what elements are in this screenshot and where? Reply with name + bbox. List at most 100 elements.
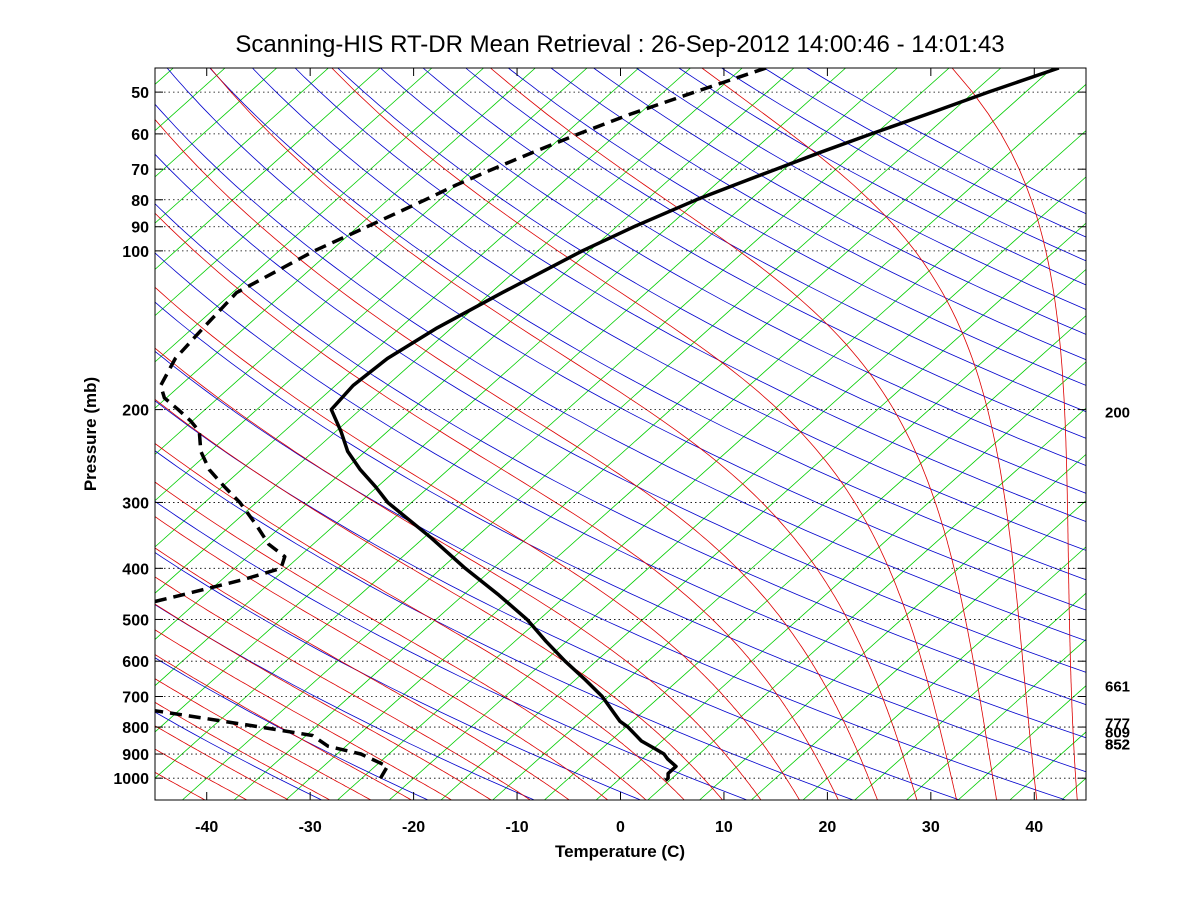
- isotherm-line: [155, 68, 795, 640]
- dry-adiabat-line: [155, 252, 1086, 739]
- y-tick-label: 100: [122, 244, 149, 261]
- dry-adiabat-line: [678, 68, 1086, 286]
- dry-adiabat-line: [155, 350, 1066, 800]
- moist-adiabat-line: [155, 725, 289, 800]
- isotherm-line: [155, 68, 691, 548]
- isotherm-line: [388, 176, 1086, 800]
- y-tick-label: 600: [122, 654, 149, 671]
- moist-adiabat-line: [331, 68, 957, 800]
- dry-adiabat-line: [155, 552, 641, 800]
- moist-adiabat-line: [155, 678, 372, 800]
- isotherm-line: [155, 68, 329, 224]
- isotherm-line: [750, 500, 1086, 800]
- isotherm-line: [595, 361, 1086, 800]
- right-level-label: 661: [1105, 678, 1130, 695]
- isotherm-line: [647, 407, 1086, 800]
- moist-adiabat-line: [155, 748, 248, 800]
- moist-adiabat-line: [490, 68, 997, 800]
- moist-adiabat-line: [155, 442, 685, 800]
- dry-adiabat-line: [465, 68, 1086, 413]
- dry-adiabat-line: [155, 450, 854, 800]
- x-tick-label: 20: [818, 819, 836, 836]
- isotherm-line: [155, 68, 743, 594]
- moist-adiabat-line: [209, 68, 918, 800]
- moist-adiabat-line: [155, 576, 531, 800]
- isotherm-line: [440, 222, 1086, 800]
- dry-adiabat-line: [337, 68, 1086, 494]
- x-tick-label: -20: [402, 819, 425, 836]
- dry-adiabat-line: [294, 68, 1086, 522]
- x-tick-labels: -40 -30 -20 -10 0 10 20 30 40: [195, 819, 1043, 836]
- moist-adiabat-line: [701, 68, 1038, 800]
- moist-adiabat-line: [155, 701, 331, 800]
- isotherm-line: [285, 83, 1086, 800]
- x-axis-label: Temperature (C): [555, 842, 685, 861]
- dry-adiabat-line: [508, 68, 1086, 386]
- moist-adiabat-line: [155, 212, 839, 800]
- axis-ticks: [155, 68, 1086, 800]
- isotherm-line: [155, 68, 484, 363]
- isotherm-line: [155, 68, 588, 455]
- x-tick-label: -30: [299, 819, 322, 836]
- moist-adiabat-line: [155, 481, 647, 800]
- isotherm-line: [699, 453, 1086, 800]
- dry-adiabat-line: [806, 68, 1086, 215]
- dry-adiabat-line: [155, 203, 1086, 706]
- x-tick-label: 10: [715, 819, 733, 836]
- data-series: [155, 68, 1060, 782]
- dry-adiabat-line: [422, 68, 1086, 439]
- y-tick-label: 50: [131, 85, 149, 102]
- dry-adiabat-line: [209, 68, 1086, 581]
- x-tick-label: -10: [505, 819, 528, 836]
- background-lines: [155, 68, 1086, 800]
- isotherm-line: [182, 68, 1002, 800]
- isotherm-line: [492, 268, 1086, 800]
- isotherm-line: [155, 68, 846, 687]
- isotherm-line: [544, 315, 1086, 800]
- isotherm-line: [854, 592, 1086, 800]
- isotherm-line: [155, 68, 381, 270]
- dry-adiabat-line: [155, 400, 960, 800]
- y-tick-label: 400: [122, 561, 149, 578]
- moist-adiabat-line: [155, 654, 412, 800]
- isotherm-line: [802, 546, 1086, 800]
- y-tick-label: 80: [131, 193, 149, 210]
- moist-adiabat-line: [155, 547, 570, 800]
- y-tick-label: 200: [122, 403, 149, 420]
- moist-adiabat-line: [155, 347, 762, 800]
- y-tick-label: 60: [131, 127, 149, 144]
- dry-adiabat-line: [155, 657, 429, 800]
- moist-adiabat-line: [155, 603, 492, 800]
- chart-title: Scanning-HIS RT-DR Mean Retrieval : 26-S…: [235, 31, 1004, 58]
- y-axis-label: Pressure (mb): [81, 377, 100, 491]
- isotherm-line: [155, 68, 640, 502]
- dry-adiabat-line: [550, 68, 1086, 361]
- dry-adiabat-line: [636, 68, 1086, 310]
- dry-adiabat-line: [155, 500, 748, 800]
- y-tick-label: 900: [122, 747, 149, 764]
- dry-adiabat-line: [155, 604, 535, 800]
- plot-area: [155, 68, 1086, 800]
- y-tick-label: 300: [122, 495, 149, 512]
- y-tick-labels: 50 60 70 80 90 100 200 300 400 500 600 700 800 900 100…: [113, 85, 149, 788]
- moist-adiabat-line: [155, 629, 452, 800]
- isotherm-line: [155, 68, 536, 409]
- isotherm-line: [155, 68, 433, 317]
- right-level-label: 809: [1105, 725, 1130, 742]
- moist-adiabat-line: [951, 68, 1078, 800]
- dry-adiabat-line: [155, 103, 1086, 642]
- dry-adiabat-line: [155, 153, 1086, 673]
- y-tick-label: 90: [131, 220, 149, 237]
- right-level-label: 852: [1105, 736, 1130, 753]
- dry-adiabat-line: [763, 68, 1086, 238]
- y-tick-label: 500: [122, 612, 149, 629]
- x-tick-label: 0: [616, 819, 625, 836]
- x-tick-label: 40: [1025, 819, 1043, 836]
- x-tick-label: 30: [922, 819, 940, 836]
- isotherm-line: [906, 638, 1086, 800]
- moist-adiabat-line: [155, 516, 609, 800]
- y-tick-label: 1000: [113, 771, 149, 788]
- dry-adiabat-line: [380, 68, 1086, 466]
